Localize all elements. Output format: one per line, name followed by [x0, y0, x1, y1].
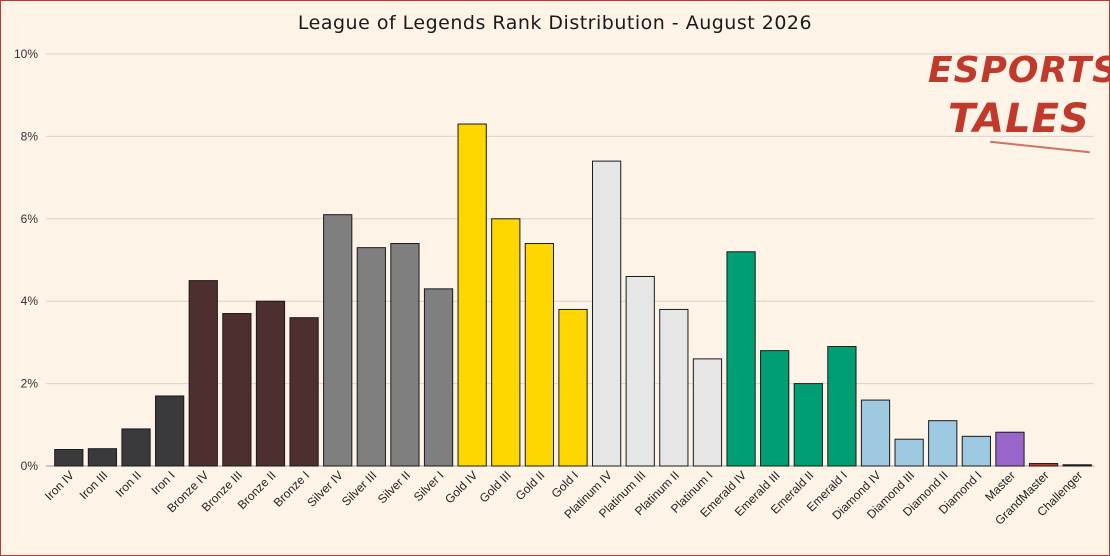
- x-tick-label: Iron II: [113, 468, 145, 500]
- x-tick-label: Gold III: [477, 468, 514, 505]
- bar: [491, 218, 521, 467]
- x-tick-label: Iron III: [77, 468, 111, 502]
- bar: [188, 280, 218, 467]
- y-tick-label: 8%: [21, 129, 39, 143]
- x-tick-label: Gold IV: [442, 468, 480, 506]
- bar: [928, 420, 958, 467]
- y-axis-ticks: 0% 2% 4% 6% 8% 10%: [14, 47, 38, 473]
- bar: [87, 448, 118, 467]
- bar: [961, 435, 991, 467]
- bar: [121, 428, 151, 467]
- bar: [894, 438, 924, 467]
- bar: [827, 346, 857, 467]
- chart-title: League of Legends Rank Distribution - Au…: [297, 12, 813, 34]
- bars: [54, 123, 1092, 467]
- bar: [155, 395, 185, 467]
- x-tick-label: Gold II: [513, 468, 548, 503]
- bar: [659, 308, 689, 467]
- bar: [323, 214, 353, 467]
- bar: [760, 350, 790, 467]
- logo-line-2: TALES: [948, 96, 1090, 142]
- bar: [793, 383, 823, 467]
- y-tick-label: 10%: [14, 47, 38, 61]
- x-tick-label: Silver I: [411, 468, 447, 504]
- logo-underline: [990, 140, 1090, 154]
- bar: [390, 243, 420, 467]
- bar: [995, 431, 1025, 467]
- bar: [356, 247, 386, 467]
- bar: [1028, 463, 1059, 467]
- bar: [289, 317, 319, 467]
- bar: [1062, 464, 1092, 467]
- x-tick-label: Bronze I: [271, 468, 313, 510]
- x-tick-label: Silver II: [375, 468, 413, 506]
- bar: [457, 123, 487, 467]
- x-tick-label: Silver IV: [304, 468, 345, 509]
- bar: [423, 288, 454, 467]
- bar: [860, 399, 891, 467]
- x-tick-label: Iron I: [149, 468, 178, 497]
- bar: [591, 160, 622, 467]
- esports-tales-logo: ESPORTS TALES: [928, 50, 1110, 160]
- logo-line-1: ESPORTS: [928, 50, 1110, 91]
- bar: [726, 251, 756, 467]
- bar: [558, 308, 588, 467]
- x-tick-label: Silver III: [339, 468, 380, 509]
- y-tick-label: 6%: [21, 212, 39, 226]
- bar: [255, 300, 286, 467]
- y-tick-label: 4%: [21, 294, 39, 308]
- y-tick-label: 2%: [21, 377, 39, 391]
- y-tick-label: 0%: [21, 459, 39, 473]
- bar: [625, 275, 655, 467]
- bar: [692, 358, 723, 467]
- bar: [222, 313, 252, 467]
- x-tick-label: Iron IV: [42, 468, 77, 503]
- bar: [54, 449, 84, 467]
- bar: [524, 243, 555, 467]
